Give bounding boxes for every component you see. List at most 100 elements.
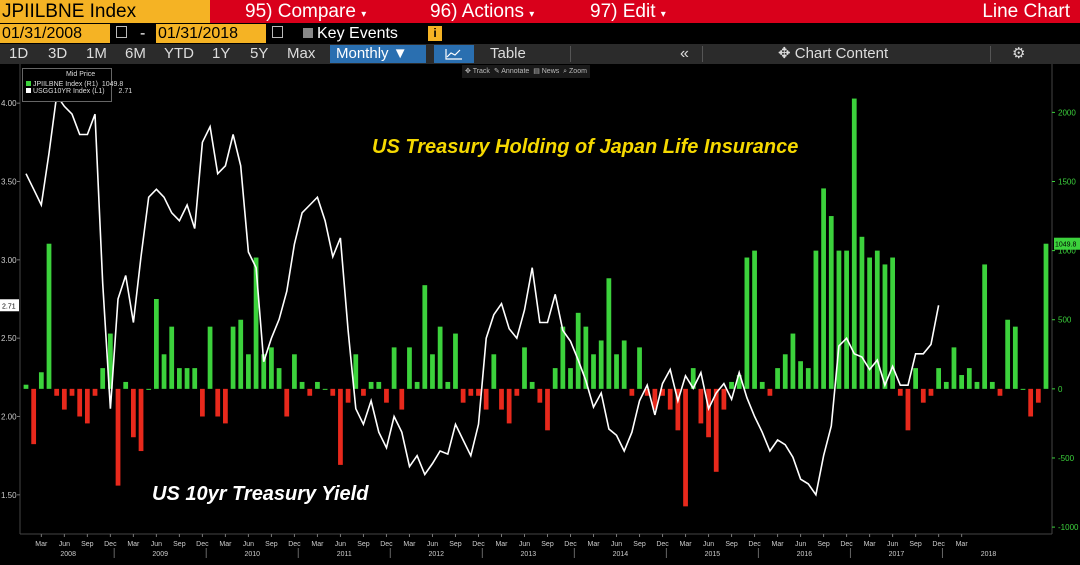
track-tool[interactable]: ✥ Track	[465, 68, 490, 75]
bar	[591, 354, 596, 389]
legend[interactable]: Mid Price JPIILBNE Index (R1) 1049.8 USG…	[22, 68, 132, 102]
bar	[161, 354, 167, 389]
bar	[46, 243, 52, 389]
range-max[interactable]: Max	[287, 45, 316, 62]
bar	[522, 347, 527, 389]
bar	[483, 388, 489, 410]
legend-label: USGG10YR Index (L1)	[32, 88, 105, 95]
range-1d[interactable]: 1D	[9, 45, 29, 62]
period-select[interactable]: Monthly ▼	[330, 45, 426, 63]
bar	[583, 326, 589, 389]
bar	[936, 368, 942, 389]
range-1y[interactable]: 1Y	[212, 45, 231, 62]
left-tick-label: 1.50	[1, 491, 17, 500]
chart-content-button[interactable]: ✥ Chart Content	[778, 44, 888, 64]
chart-svg[interactable]: 1.50 2.00 2.50 3.00 3.50 4.00 -1000 -500 0 500 100…	[0, 64, 1080, 560]
legend-title: Mid Price	[66, 71, 96, 78]
bar	[269, 347, 274, 389]
right-tick-label: 1500	[1058, 178, 1076, 187]
bar	[1020, 388, 1026, 390]
bar	[453, 333, 458, 389]
bar	[384, 388, 389, 403]
calendar-icon[interactable]	[272, 26, 283, 38]
calendar-icon[interactable]	[116, 26, 127, 38]
bar	[775, 368, 780, 389]
date-dash: -	[140, 25, 146, 42]
range-3d[interactable]: 3D	[48, 45, 68, 62]
x-month-label: Dec	[380, 541, 393, 548]
bar	[368, 381, 374, 389]
grid	[19, 64, 1053, 535]
actions-menu[interactable]: 96) Actions ▾	[430, 0, 534, 23]
bar	[353, 354, 359, 389]
bar	[499, 388, 504, 410]
bar	[637, 347, 642, 389]
bar	[744, 257, 750, 389]
x-month-label: Jun	[427, 541, 438, 548]
bar	[1005, 319, 1011, 389]
edit-menu[interactable]: 97) Edit ▾	[590, 0, 666, 23]
line-chart-button[interactable]	[434, 45, 474, 63]
x-month-label: Mar	[35, 541, 48, 548]
left-tick-label: 2.50	[1, 334, 17, 343]
bar	[238, 319, 244, 389]
compare-label: Compare	[277, 1, 356, 22]
bar	[307, 388, 313, 396]
bar	[545, 388, 550, 431]
bar	[721, 388, 727, 410]
zoom-tool[interactable]: ⌕ Zoom	[563, 68, 587, 75]
start-date-field[interactable]: 01/31/2008	[0, 24, 110, 43]
track-label: Track	[472, 68, 490, 75]
bar	[31, 388, 37, 445]
legend-label: JPIILBNE Index (R1)	[32, 81, 98, 88]
x-month-label: Dec	[840, 541, 853, 548]
divider	[570, 46, 571, 62]
range-5y[interactable]: 5Y	[250, 45, 269, 62]
end-date-field[interactable]: 01/31/2018	[156, 24, 266, 43]
chart-area[interactable]: 1.50 2.00 2.50 3.00 3.50 4.00 -1000 -500 0 500 100…	[0, 64, 1080, 560]
yield-line	[25, 93, 940, 497]
x-month-label: Jun	[59, 541, 70, 548]
range-6m[interactable]: 6M	[125, 45, 146, 62]
bar	[414, 381, 420, 389]
bar	[598, 340, 604, 389]
bar	[177, 368, 182, 389]
bar	[476, 388, 481, 396]
bar	[292, 354, 297, 389]
gear-icon[interactable]: ⚙	[1012, 45, 1026, 62]
bar	[920, 388, 926, 403]
x-year-label: 2008	[60, 551, 76, 558]
table-button[interactable]: Table	[490, 45, 526, 62]
annotate-tool[interactable]: ✎ Annotate	[493, 68, 530, 75]
bar	[61, 388, 67, 410]
bar	[667, 388, 673, 410]
x-month-label: Mar	[311, 541, 324, 548]
range-ytd[interactable]: YTD	[164, 45, 194, 62]
x-month-label: Jun	[795, 541, 806, 548]
x-month-label: Jun	[703, 541, 714, 548]
legend-swatch-bar	[26, 81, 31, 86]
actions-label: Actions	[461, 1, 525, 22]
annotation-top: US Treasury Holding of Japan Life Insura…	[372, 136, 799, 158]
info-icon[interactable]: i	[428, 26, 442, 41]
bar	[851, 98, 857, 389]
bar	[951, 347, 957, 389]
bar	[138, 388, 144, 452]
key-events-checkbox[interactable]	[303, 28, 313, 38]
bar	[890, 257, 895, 389]
compare-menu[interactable]: 95) Compare ▾	[245, 0, 366, 23]
bar	[77, 388, 83, 417]
bar	[552, 368, 558, 389]
bar	[568, 368, 573, 389]
ticker-field[interactable]: JPIILBNE Index	[0, 0, 210, 23]
bar	[629, 388, 635, 396]
collapse-icon[interactable]: «	[680, 45, 689, 62]
bar	[345, 388, 351, 403]
news-tool[interactable]: ▤ News	[533, 68, 560, 75]
range-1m[interactable]: 1M	[86, 45, 107, 62]
bar	[460, 388, 466, 403]
bar	[146, 388, 152, 390]
legend-value: 2.71	[118, 88, 133, 95]
bar	[261, 354, 267, 389]
bar	[928, 388, 934, 396]
